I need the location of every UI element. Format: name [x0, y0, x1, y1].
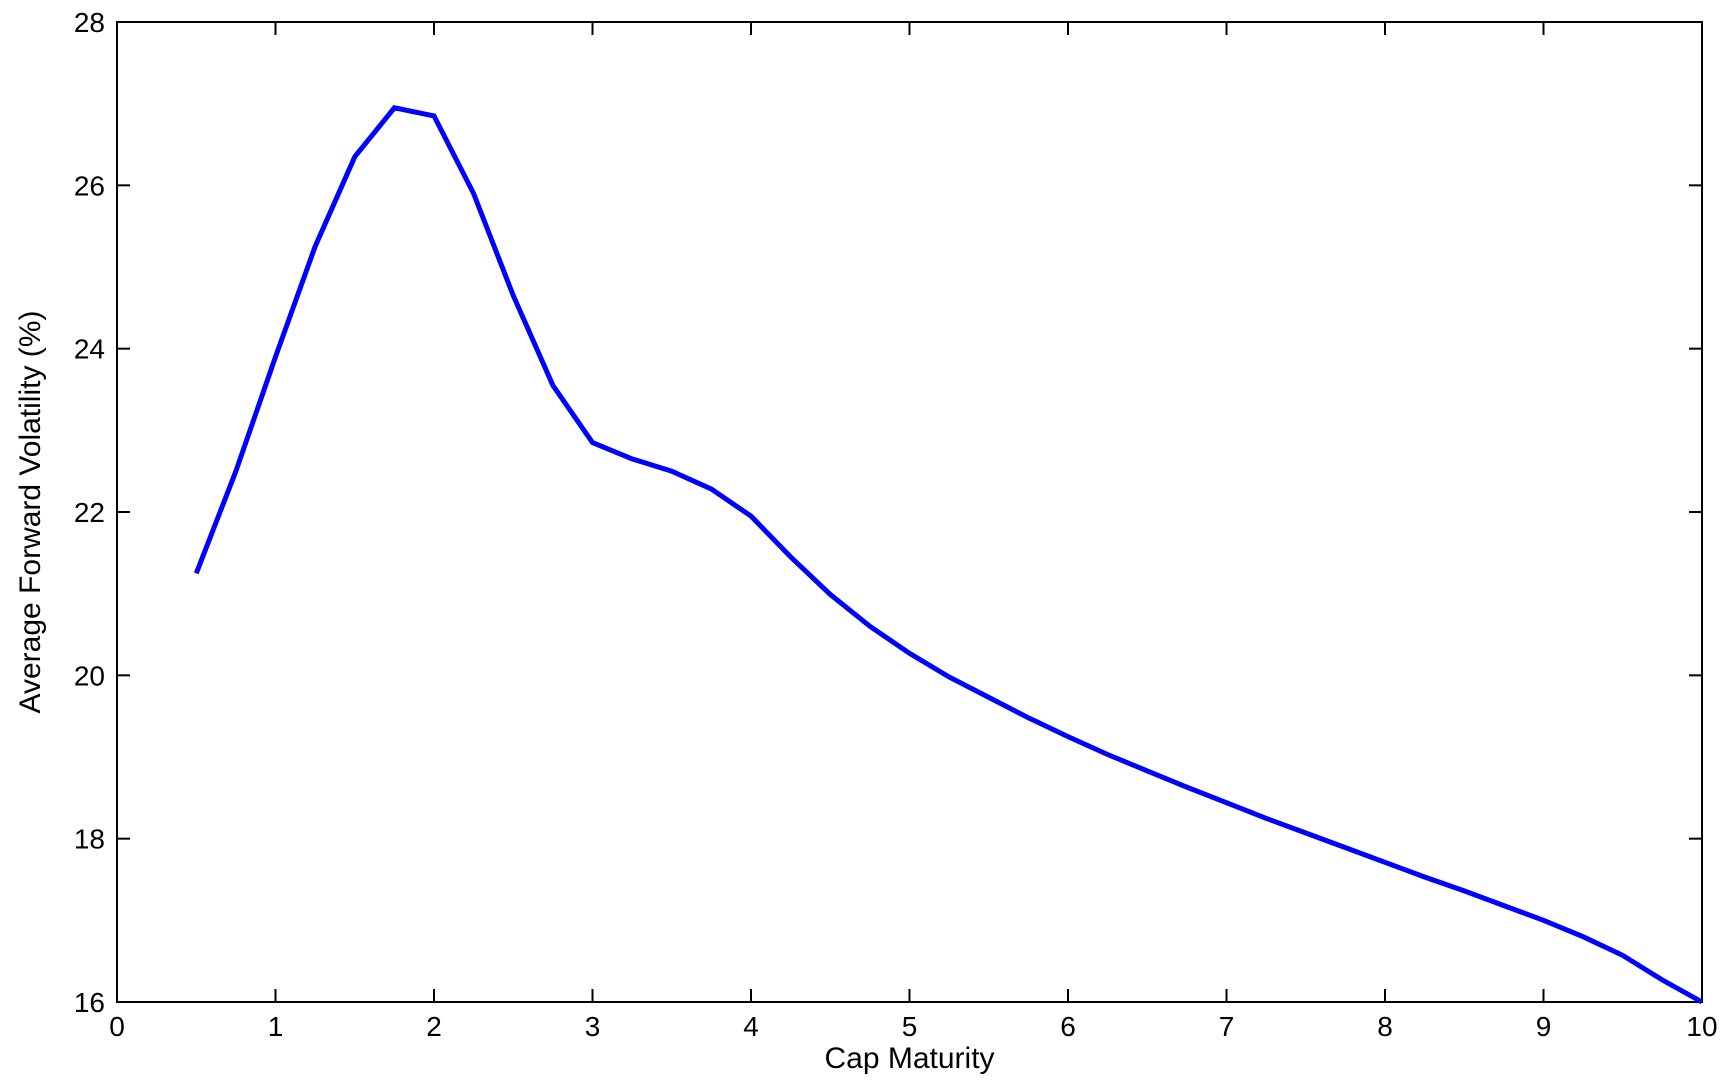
x-tick-label: 2 — [426, 1011, 442, 1042]
x-tick-label: 8 — [1377, 1011, 1393, 1042]
y-tick-label: 16 — [74, 987, 105, 1018]
x-tick-label: 9 — [1536, 1011, 1552, 1042]
y-tick-label: 28 — [74, 7, 105, 38]
x-tick-label: 1 — [268, 1011, 284, 1042]
x-tick-label: 0 — [109, 1011, 125, 1042]
y-tick-label: 20 — [74, 660, 105, 691]
x-axis-title: Cap Maturity — [824, 1042, 994, 1075]
x-tick-label: 5 — [902, 1011, 918, 1042]
x-tick-label: 10 — [1686, 1011, 1717, 1042]
y-axis-title: Average Forward Volatility (%) — [14, 311, 47, 714]
plot-area-frame — [116, 21, 1703, 1003]
y-tick-label: 24 — [74, 334, 105, 365]
x-tick-label: 4 — [743, 1011, 759, 1042]
x-tick-label: 6 — [1060, 1011, 1076, 1042]
x-tick-label: 3 — [585, 1011, 601, 1042]
x-axis: 0 1 2 3 4 5 6 7 8 9 10 — [109, 22, 1718, 1042]
series-line — [193, 105, 1704, 1005]
y-tick-label: 22 — [74, 497, 105, 528]
y-tick-label: 26 — [74, 170, 105, 201]
y-axis: 16 18 20 22 24 26 28 — [74, 7, 1702, 1018]
y-tick-label: 18 — [74, 824, 105, 855]
series-layer — [193, 105, 1704, 1005]
x-tick-label: 7 — [1219, 1011, 1235, 1042]
